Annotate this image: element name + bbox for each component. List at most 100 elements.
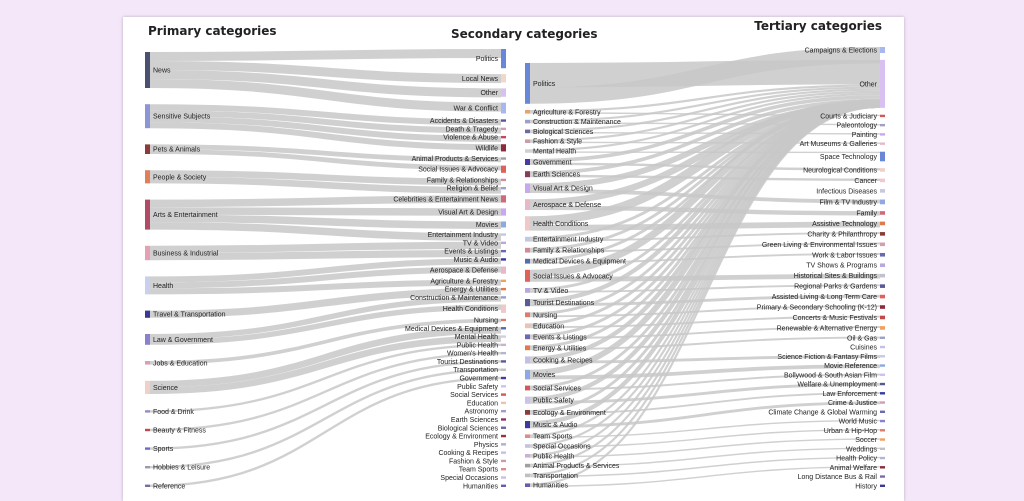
link-social-issues-advocacy-to-other <box>529 100 881 277</box>
secondary-out-node-transportation: Transportation <box>525 473 578 480</box>
link-primary-sensitive-subjects-to-wildlife <box>149 122 502 151</box>
tertiary-node-bar-space-technology <box>880 151 885 162</box>
secondary-out-node-label-special-occasions: Special Occasions <box>533 444 591 451</box>
secondary-node-bar-cooking-recipes <box>501 451 506 454</box>
secondary-out-node-label-tourist-destinations: Tourist Destinations <box>533 300 595 307</box>
secondary-node-war-conflict: War & Conflict <box>454 102 506 114</box>
secondary-node-label-accidents-disasters: Accidents & Disasters <box>430 118 499 125</box>
secondary-out-node-bar-fashion-style <box>525 139 530 143</box>
link-primary-arts-entertainment-to-entertainment-industry <box>149 222 502 241</box>
secondary-node-construction-maintenance: Construction & Maintenance <box>410 295 506 302</box>
secondary-node-bar-aerospace-defense <box>501 266 506 274</box>
secondary-node-bar-special-occasions <box>501 476 506 479</box>
secondary-out-node-bar-earth-sciences <box>525 171 530 178</box>
tertiary-node-soccer: Soccer <box>855 437 885 444</box>
secondary-node-other: Other <box>480 88 506 97</box>
secondary-out-node-label-government: Government <box>533 160 572 167</box>
primary-categories-title: Primary categories <box>148 24 277 38</box>
tertiary-node-art-museums-galleries: Art Museums & Galleries <box>800 141 885 148</box>
secondary-node-medical-devices-equipment: Medical Devices & Equipment <box>405 326 506 333</box>
tertiary-node-bar-historical-sites-buildings <box>880 273 885 278</box>
secondary-node-label-public-health: Public Health <box>457 342 498 349</box>
secondary-node-violence-abuse: Violence & Abuse <box>443 135 506 142</box>
primary-node-news: News <box>145 52 171 88</box>
tertiary-node-assisted-living-long-term-care: Assisted Living & Long Term Care <box>772 294 885 301</box>
link-primary-reference-to-government <box>149 376 502 487</box>
primary-node-bar-news <box>145 52 150 88</box>
secondary-out-node-bar-energy-utilities <box>525 345 530 351</box>
secondary-out-node-bar-nursing <box>525 312 530 318</box>
link-fashion-style-to-other <box>529 90 881 142</box>
tertiary-node-painting: Painting <box>852 132 885 139</box>
secondary-node-social-issues-advocacy: Social Issues & Advocacy <box>418 165 506 174</box>
tertiary-node-concerts-music-festivals: Concerts & Music Festivals <box>793 315 885 322</box>
secondary-node-celebrities-entertainment-news: Celebrities & Entertainment News <box>393 195 506 203</box>
link-government-to-other <box>529 95 881 163</box>
tertiary-node-bar-primary-secondary-schooling-k-12 <box>880 305 885 309</box>
secondary-out-node-social-issues-advocacy: Social Issues & Advocacy <box>525 269 613 282</box>
tertiary-node-campaigns-elections: Campaigns & Elections <box>805 47 885 55</box>
secondary-out-node-label-transportation: Transportation <box>533 473 578 480</box>
secondary-out-node-label-cooking-recipes: Cooking & Recipes <box>533 358 593 365</box>
link-primary-news-to-war-conflict <box>149 79 502 112</box>
primary-node-bar-reference <box>145 484 150 487</box>
tertiary-node-climate-change-global-warming: Climate Change & Global Warming <box>768 409 885 416</box>
primary-node-bar-jobs-education <box>145 361 150 365</box>
secondary-node-education: Education <box>467 400 506 407</box>
tertiary-node-bar-campaigns-elections <box>880 47 885 53</box>
primary-node-label-law-government: Law & Government <box>153 337 213 344</box>
secondary-node-bar-tourist-destinations <box>501 360 506 363</box>
tertiary-node-bar-crime-justice <box>880 401 885 404</box>
primary-node-label-pets-animals: Pets & Animals <box>153 147 201 154</box>
primary-node-bar-sensitive-subjects <box>145 104 150 129</box>
secondary-out-node-special-occasions: Special Occasions <box>525 444 591 451</box>
tertiary-node-bar-science-fiction-fantasy-films <box>880 355 885 358</box>
secondary-node-label-special-occasions: Special Occasions <box>440 475 498 482</box>
secondary-node-bar-social-services <box>501 393 506 396</box>
link-primary-jobs-education-to-nursing <box>149 318 502 365</box>
link-primary-news-to-politics <box>149 49 502 61</box>
tertiary-node-bar-painting <box>880 133 885 136</box>
secondary-out-node-aerospace-defense: Aerospace & Defense <box>525 199 601 210</box>
tertiary-node-animal-welfare: Animal Welfare <box>830 465 885 472</box>
primary-node-label-jobs-education: Jobs & Education <box>153 360 208 367</box>
link-primary-pets-animals-to-social-issues-advocacy <box>149 149 502 171</box>
secondary-out-node-bar-events-listings <box>525 334 530 340</box>
tertiary-node-cancer: Cancer <box>854 178 885 185</box>
secondary-out-node-bar-transportation <box>525 473 530 478</box>
tertiary-node-historical-sites-buildings: Historical Sites & Buildings <box>794 273 885 280</box>
tertiary-node-label-family: Family <box>856 210 877 217</box>
secondary-node-fashion-style: Fashion & Style <box>449 458 506 465</box>
secondary-out-node-energy-utilities: Energy & Utilities <box>525 345 587 352</box>
tertiary-node-label-movie-reference: Movie Reference <box>824 363 877 370</box>
secondary-node-women-s-health: Women's Health <box>447 351 506 358</box>
secondary-node-bar-public-safety <box>501 385 506 388</box>
tertiary-node-bar-oil-gas <box>880 336 885 339</box>
link-primary-science-to-medical-devices-equipment <box>149 327 502 388</box>
secondary-node-bar-medical-devices-equipment <box>501 327 506 330</box>
secondary-out-node-label-team-sports: Team Sports <box>533 434 573 441</box>
secondary-out-node-events-listings: Events & Listings <box>525 334 587 341</box>
link-primary-business-industrial-to-events-listings <box>149 249 502 261</box>
tertiary-node-bar-cuisines <box>880 345 885 349</box>
secondary-node-bar-construction-maintenance <box>501 296 506 299</box>
secondary-node-label-tv-video: TV & Video <box>463 240 498 247</box>
secondary-node-music-audio: Music & Audio <box>454 257 506 264</box>
secondary-node-label-visual-art-design: Visual Art & Design <box>438 209 498 216</box>
secondary-node-label-education: Education <box>467 400 498 407</box>
secondary-out-node-label-politics: Politics <box>533 81 556 88</box>
tertiary-node-assistive-technology: Assistive Technology <box>812 221 885 228</box>
tertiary-node-bar-family <box>880 211 885 215</box>
secondary-out-node-health-conditions: Health Conditions <box>525 216 589 231</box>
secondary-node-label-war-conflict: War & Conflict <box>454 106 499 113</box>
tertiary-node-charity-philanthropy: Charity & Philanthropy <box>807 231 885 238</box>
secondary-out-node-mental-health: Mental Health <box>525 149 576 156</box>
secondary-node-label-entertainment-industry: Entertainment Industry <box>428 232 499 239</box>
link-primary-arts-entertainment-to-celebrities-entertainment-news <box>149 195 502 208</box>
secondary-out-node-bar-construction-maintenance <box>525 119 530 124</box>
secondary-node-label-cooking-recipes: Cooking & Recipes <box>438 450 498 457</box>
secondary-node-movies: Movies <box>476 221 506 229</box>
links-secondary-tertiary <box>529 47 881 487</box>
tertiary-categories-title: Tertiary categories <box>754 19 882 33</box>
secondary-node-label-fashion-style: Fashion & Style <box>449 458 498 465</box>
